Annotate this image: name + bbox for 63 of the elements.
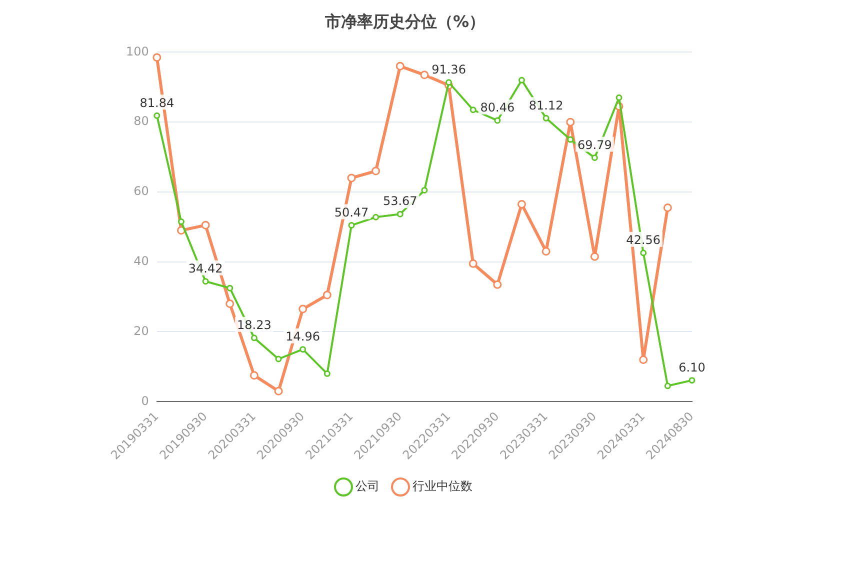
point: [201, 220, 210, 230]
data-label: 81.12: [528, 98, 564, 112]
point: [639, 355, 648, 364]
y-tick-label: 100: [126, 44, 149, 58]
point: [250, 334, 258, 342]
y-tick-label: 60: [134, 184, 149, 198]
point: [274, 386, 283, 396]
point: [154, 112, 160, 119]
point: [322, 290, 332, 300]
data-label: 91.36: [432, 62, 466, 77]
point: [542, 247, 550, 256]
point: [567, 136, 574, 143]
y-tick-label: 0: [141, 394, 149, 408]
data-label: 6.10: [678, 360, 706, 374]
data-label: 18.23: [237, 318, 272, 332]
point: [420, 70, 429, 80]
point: [566, 118, 575, 126]
point: [468, 259, 478, 268]
point: [517, 200, 526, 208]
point: [470, 106, 476, 114]
point: [348, 222, 355, 229]
point: [663, 203, 672, 212]
legend-label: 行业中位数: [412, 479, 472, 494]
point: [518, 76, 525, 84]
point: [226, 300, 234, 308]
point: [664, 382, 671, 390]
data-label: 81.84: [140, 96, 174, 110]
point: [178, 218, 184, 225]
chart-title: 市净率历史分位（%）: [324, 12, 486, 31]
y-tick-label: 80: [134, 114, 149, 128]
data-label: 80.46: [480, 100, 515, 115]
data-label: 53.67: [382, 194, 418, 208]
point: [590, 252, 599, 261]
point: [298, 304, 308, 314]
point: [688, 377, 696, 384]
point: [421, 186, 428, 194]
data-label: 69.79: [578, 138, 612, 152]
point: [226, 284, 234, 292]
point: [347, 174, 356, 182]
point: [372, 214, 380, 220]
point: [372, 166, 380, 176]
point: [202, 278, 209, 285]
data-label: 34.42: [188, 261, 223, 276]
point: [542, 114, 550, 122]
data-label: 14.96: [286, 329, 320, 344]
data-label: 50.47: [334, 205, 369, 220]
point: [446, 79, 452, 86]
point: [396, 210, 404, 218]
point: [324, 370, 330, 377]
point: [152, 53, 162, 62]
point: [250, 371, 258, 380]
point: [493, 280, 502, 289]
point: [640, 250, 647, 256]
legend-label: 公司: [356, 479, 380, 494]
point: [591, 154, 598, 162]
point: [494, 117, 501, 124]
point: [616, 94, 622, 101]
data-label: 42.56: [626, 233, 661, 248]
y-tick-label: 40: [134, 254, 149, 268]
point: [396, 62, 404, 70]
point: [275, 356, 282, 362]
point: [300, 346, 306, 353]
y-tick-label: 20: [134, 324, 149, 338]
